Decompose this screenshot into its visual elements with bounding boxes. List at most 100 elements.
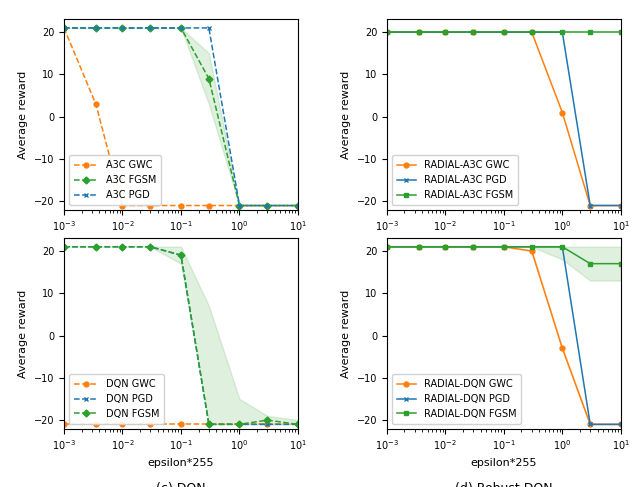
DQN GWC bbox=[236, 421, 243, 427]
RADIAL-DQN FGSM bbox=[559, 244, 566, 250]
Legend: A3C GWC, A3C FGSM, A3C PGD: A3C GWC, A3C FGSM, A3C PGD bbox=[69, 155, 161, 205]
Line: DQN GWC: DQN GWC bbox=[61, 422, 300, 427]
RADIAL-DQN GWC bbox=[559, 345, 566, 351]
X-axis label: epsilon*255: epsilon*255 bbox=[148, 239, 214, 249]
RADIAL-A3C PGD bbox=[415, 29, 422, 35]
DQN PGD bbox=[236, 421, 243, 427]
RADIAL-A3C GWC bbox=[528, 29, 536, 35]
DQN GWC bbox=[177, 421, 185, 427]
A3C GWC bbox=[264, 203, 271, 208]
A3C FGSM bbox=[294, 203, 302, 208]
RADIAL-A3C FGSM bbox=[500, 29, 508, 35]
A3C PGD bbox=[236, 203, 243, 208]
DQN GWC bbox=[60, 421, 68, 427]
Y-axis label: Average reward: Average reward bbox=[18, 71, 28, 159]
RADIAL-A3C FGSM bbox=[617, 29, 625, 35]
A3C GWC bbox=[294, 203, 302, 208]
Text: (a) A3C: (a) A3C bbox=[157, 263, 204, 276]
DQN PGD bbox=[294, 421, 302, 427]
RADIAL-A3C PGD bbox=[500, 29, 508, 35]
A3C GWC bbox=[147, 203, 154, 208]
X-axis label: epsilon*255: epsilon*255 bbox=[470, 458, 537, 468]
Line: RADIAL-DQN GWC: RADIAL-DQN GWC bbox=[385, 244, 623, 427]
Line: RADIAL-A3C GWC: RADIAL-A3C GWC bbox=[385, 30, 623, 208]
RADIAL-DQN GWC bbox=[469, 244, 477, 250]
RADIAL-A3C GWC bbox=[415, 29, 422, 35]
RADIAL-A3C PGD bbox=[442, 29, 449, 35]
Y-axis label: Average reward: Average reward bbox=[341, 71, 351, 159]
A3C FGSM bbox=[118, 25, 126, 31]
DQN PGD bbox=[147, 244, 154, 250]
RADIAL-A3C GWC bbox=[469, 29, 477, 35]
A3C FGSM bbox=[205, 76, 212, 82]
A3C GWC bbox=[118, 203, 126, 208]
A3C GWC bbox=[205, 203, 212, 208]
DQN FGSM bbox=[60, 244, 68, 250]
RADIAL-A3C PGD bbox=[559, 29, 566, 35]
A3C PGD bbox=[92, 25, 100, 31]
RADIAL-DQN FGSM bbox=[442, 244, 449, 250]
RADIAL-DQN GWC bbox=[617, 421, 625, 427]
DQN GWC bbox=[92, 421, 100, 427]
RADIAL-A3C FGSM bbox=[469, 29, 477, 35]
RADIAL-A3C PGD bbox=[528, 29, 536, 35]
A3C GWC bbox=[236, 203, 243, 208]
DQN PGD bbox=[118, 244, 126, 250]
A3C FGSM bbox=[147, 25, 154, 31]
RADIAL-A3C FGSM bbox=[415, 29, 422, 35]
A3C FGSM bbox=[92, 25, 100, 31]
RADIAL-A3C FGSM bbox=[383, 29, 390, 35]
RADIAL-A3C PGD bbox=[617, 203, 625, 208]
RADIAL-DQN FGSM bbox=[500, 244, 508, 250]
DQN GWC bbox=[294, 421, 302, 427]
RADIAL-A3C GWC bbox=[442, 29, 449, 35]
DQN PGD bbox=[60, 244, 68, 250]
DQN FGSM bbox=[264, 417, 271, 423]
RADIAL-DQN GWC bbox=[500, 244, 508, 250]
DQN GWC bbox=[147, 421, 154, 427]
RADIAL-A3C GWC bbox=[383, 29, 390, 35]
RADIAL-DQN PGD bbox=[415, 244, 422, 250]
RADIAL-DQN FGSM bbox=[617, 261, 625, 266]
DQN FGSM bbox=[177, 252, 185, 258]
A3C PGD bbox=[205, 25, 212, 31]
RADIAL-DQN PGD bbox=[617, 421, 625, 427]
Legend: RADIAL-A3C GWC, RADIAL-A3C PGD, RADIAL-A3C FGSM: RADIAL-A3C GWC, RADIAL-A3C PGD, RADIAL-A… bbox=[392, 155, 518, 205]
RADIAL-DQN PGD bbox=[383, 244, 390, 250]
Text: (b) Robust A3C: (b) Robust A3C bbox=[457, 263, 550, 276]
Text: (c) DQN: (c) DQN bbox=[156, 482, 206, 487]
Line: RADIAL-DQN FGSM: RADIAL-DQN FGSM bbox=[385, 244, 623, 266]
A3C PGD bbox=[264, 203, 271, 208]
A3C GWC bbox=[92, 101, 100, 107]
DQN FGSM bbox=[92, 244, 100, 250]
RADIAL-DQN PGD bbox=[559, 244, 566, 250]
RADIAL-A3C PGD bbox=[383, 29, 390, 35]
A3C PGD bbox=[60, 25, 68, 31]
Legend: RADIAL-DQN GWC, RADIAL-DQN PGD, RADIAL-DQN FGSM: RADIAL-DQN GWC, RADIAL-DQN PGD, RADIAL-D… bbox=[392, 374, 522, 424]
DQN FGSM bbox=[205, 421, 212, 427]
RADIAL-DQN FGSM bbox=[383, 244, 390, 250]
DQN FGSM bbox=[147, 244, 154, 250]
Line: RADIAL-A3C PGD: RADIAL-A3C PGD bbox=[385, 30, 623, 208]
A3C PGD bbox=[294, 203, 302, 208]
DQN PGD bbox=[177, 252, 185, 258]
Line: RADIAL-A3C FGSM: RADIAL-A3C FGSM bbox=[385, 30, 623, 35]
A3C FGSM bbox=[236, 203, 243, 208]
A3C PGD bbox=[177, 25, 185, 31]
RADIAL-DQN PGD bbox=[586, 421, 594, 427]
RADIAL-DQN GWC bbox=[383, 244, 390, 250]
RADIAL-DQN GWC bbox=[442, 244, 449, 250]
Line: A3C GWC: A3C GWC bbox=[61, 25, 300, 208]
DQN GWC bbox=[118, 421, 126, 427]
RADIAL-A3C FGSM bbox=[528, 29, 536, 35]
DQN GWC bbox=[205, 421, 212, 427]
RADIAL-DQN GWC bbox=[528, 248, 536, 254]
RADIAL-A3C GWC bbox=[586, 203, 594, 208]
DQN PGD bbox=[92, 244, 100, 250]
RADIAL-DQN FGSM bbox=[586, 261, 594, 266]
A3C PGD bbox=[147, 25, 154, 31]
RADIAL-A3C FGSM bbox=[559, 29, 566, 35]
DQN PGD bbox=[205, 421, 212, 427]
DQN FGSM bbox=[236, 421, 243, 427]
RADIAL-DQN GWC bbox=[415, 244, 422, 250]
